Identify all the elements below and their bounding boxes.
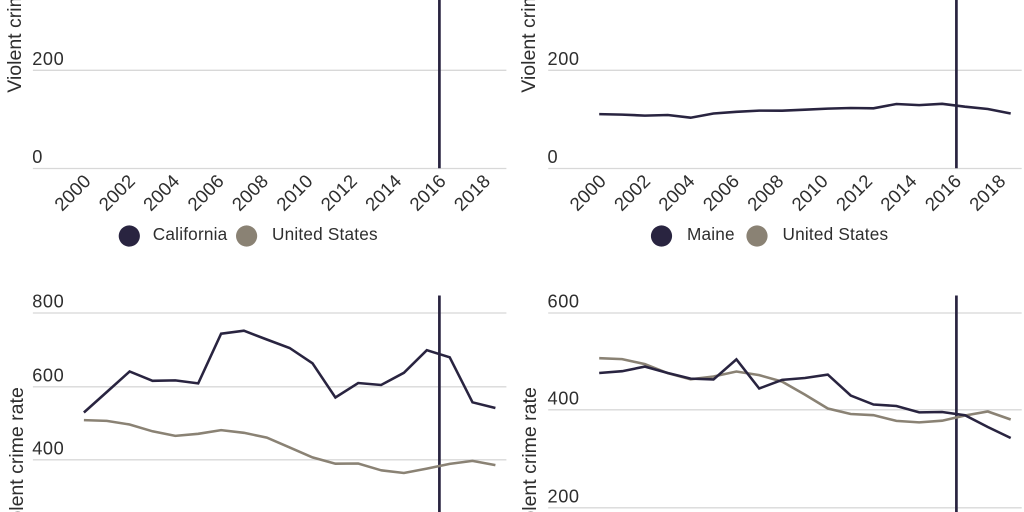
svg-text:United States: United States: [783, 224, 889, 244]
svg-text:600: 600: [32, 365, 64, 385]
svg-text:Violent crime rate: Violent crime rate: [518, 0, 540, 93]
svg-text:400: 400: [548, 388, 580, 408]
svg-text:0: 0: [548, 147, 559, 167]
svg-text:200: 200: [548, 486, 580, 506]
svg-text:Violent crime rate: Violent crime rate: [4, 0, 26, 93]
svg-text:Violent crime rate: Violent crime rate: [519, 387, 541, 512]
svg-text:Maine: Maine: [687, 224, 735, 244]
svg-text:0: 0: [32, 147, 43, 167]
svg-text:200: 200: [32, 49, 64, 69]
svg-text:200: 200: [548, 49, 580, 69]
svg-text:800: 800: [32, 292, 64, 312]
svg-text:400: 400: [32, 438, 64, 458]
svg-text:600: 600: [548, 292, 580, 312]
svg-text:Violent crime rate: Violent crime rate: [6, 387, 28, 512]
svg-text:California: California: [153, 224, 228, 244]
svg-text:United States: United States: [272, 224, 378, 244]
